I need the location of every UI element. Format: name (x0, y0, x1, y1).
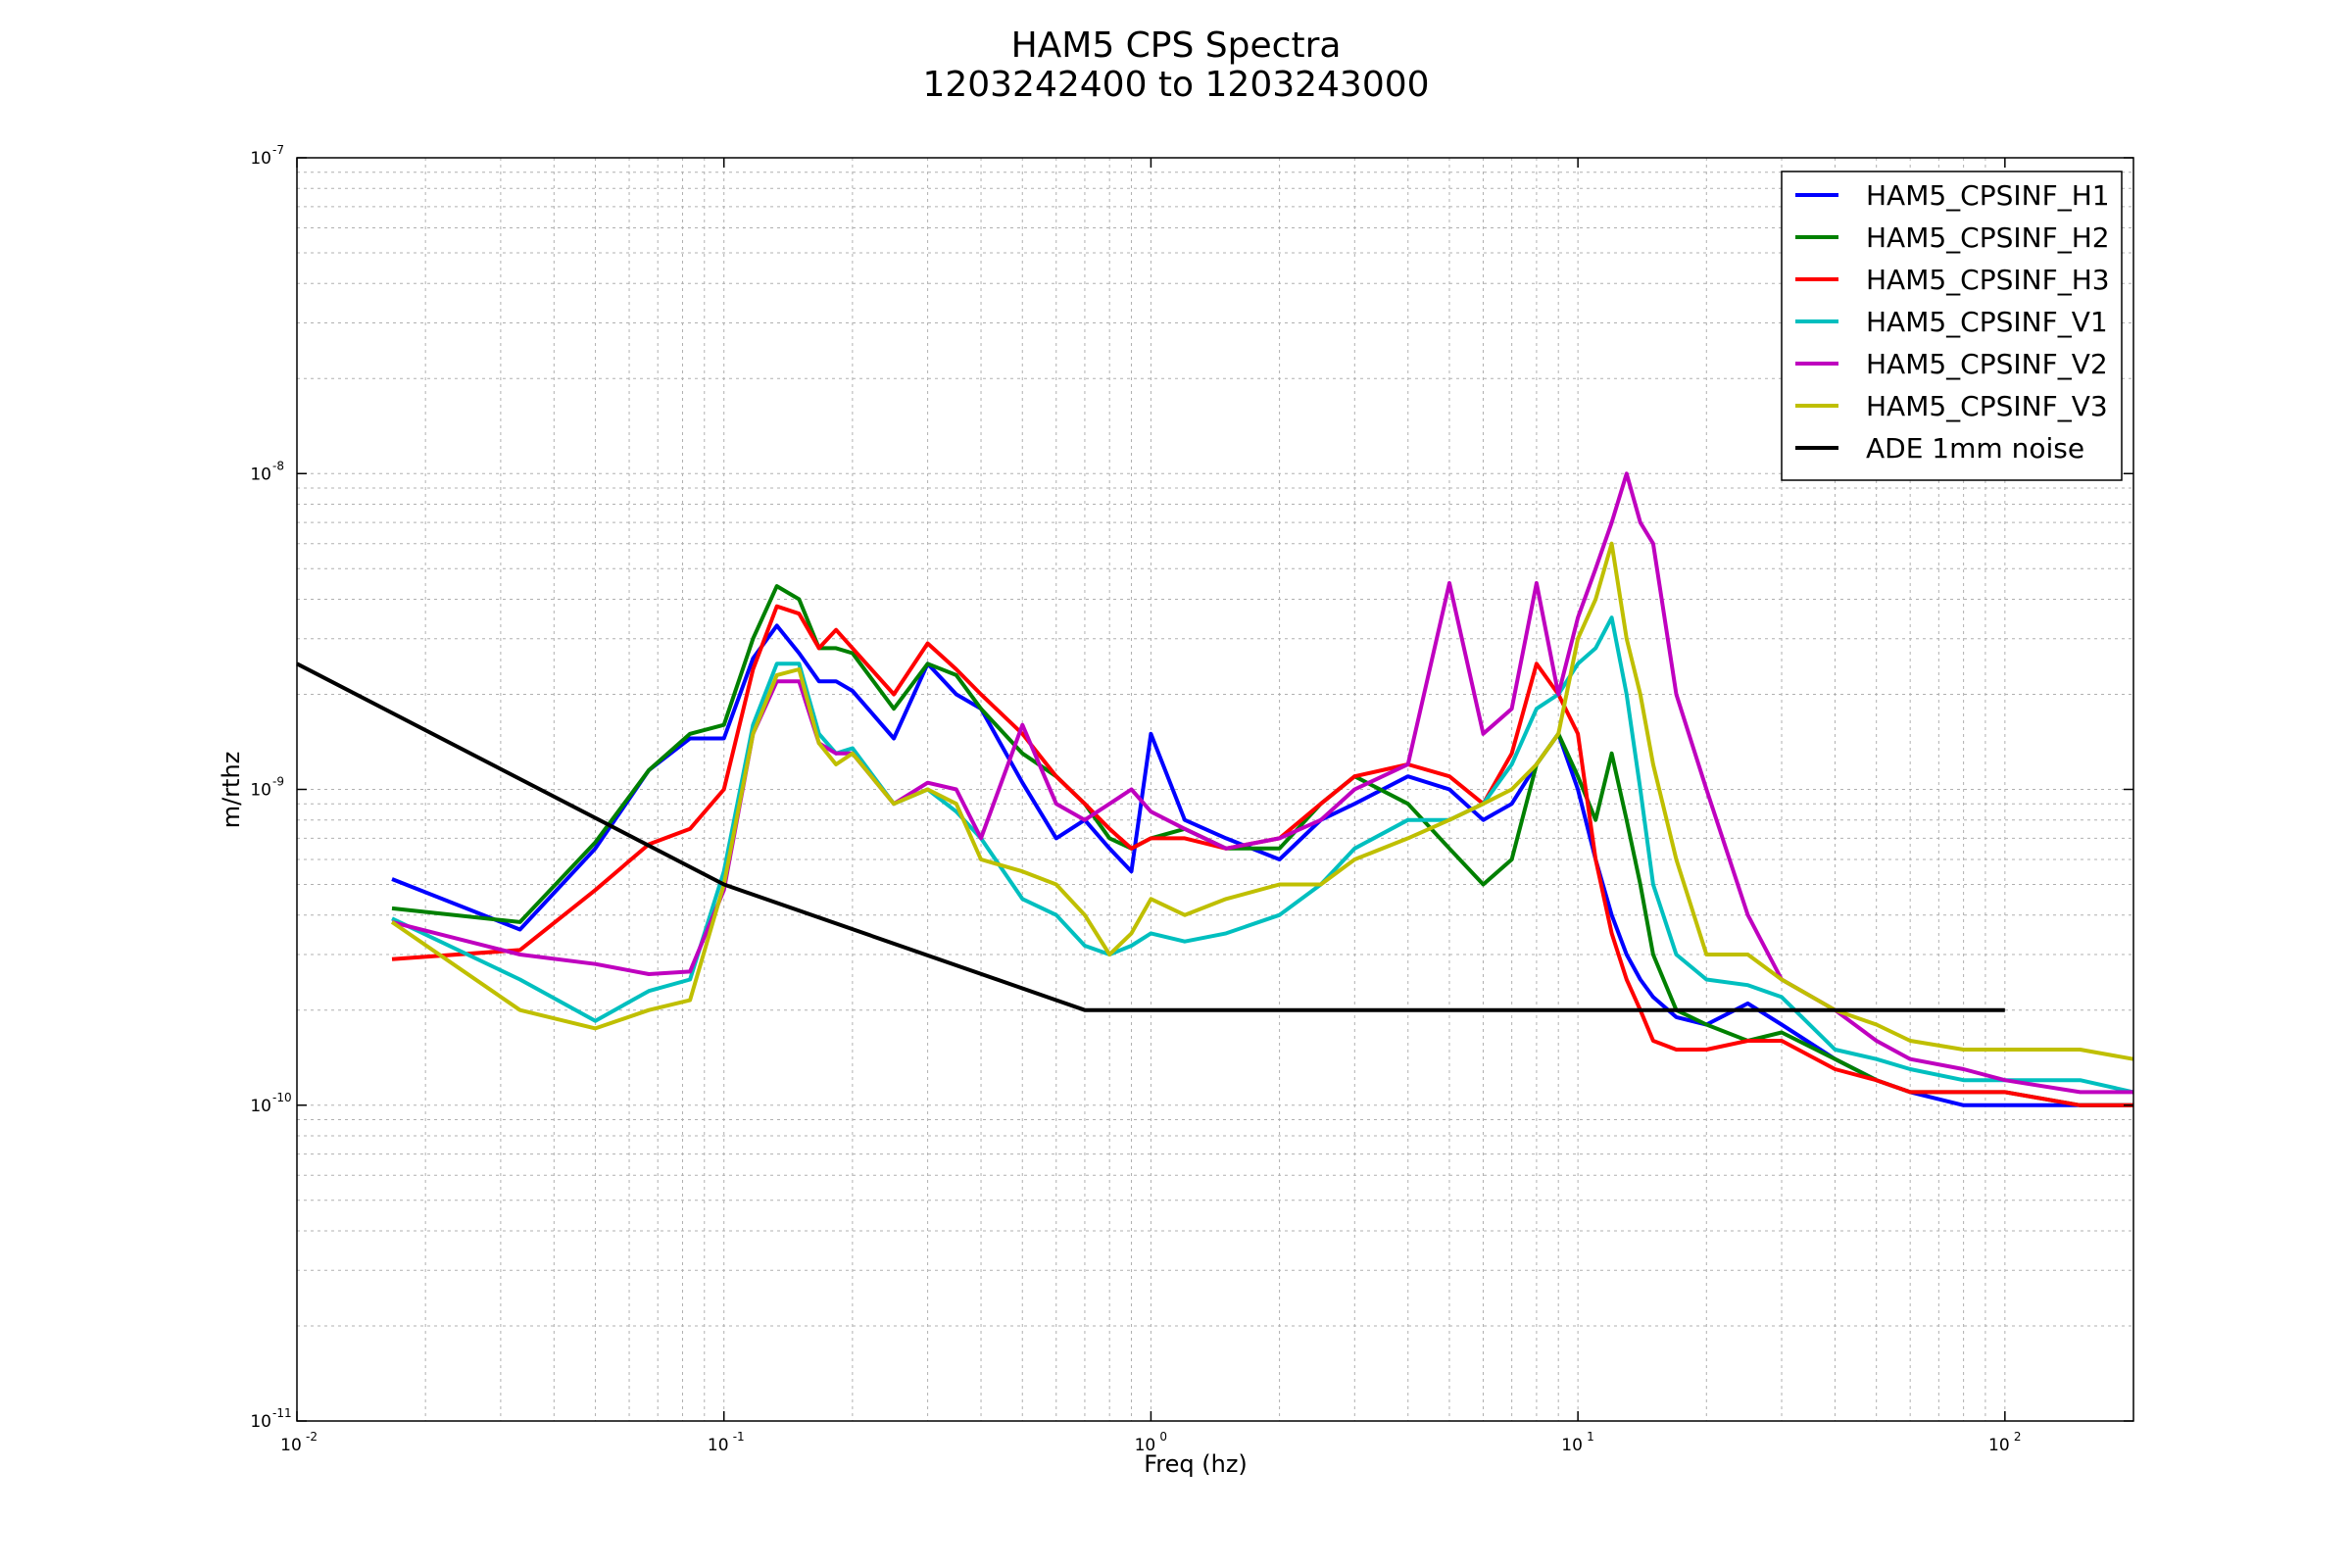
y-tick-exponent: -11 (272, 1406, 292, 1420)
y-tick-exponent: -9 (272, 775, 284, 789)
x-tick-exponent: -2 (306, 1430, 318, 1444)
y-tick-label: 10 (250, 1412, 271, 1432)
x-tick-exponent: 2 (2014, 1430, 2022, 1444)
x-tick-label: 10 (280, 1436, 302, 1455)
x-tick-exponent: -1 (733, 1430, 745, 1444)
legend-entry: HAM5_CPSINF_H1 (1866, 179, 2110, 212)
y-tick-exponent: -10 (272, 1091, 292, 1104)
chart-title: HAM5 CPS Spectra (1010, 25, 1342, 66)
x-tick-label: 10 (1561, 1436, 1583, 1455)
y-tick-label: 10 (250, 1097, 271, 1116)
series-line (391, 584, 2133, 1107)
legend-box (1781, 171, 2123, 481)
y-tick-label: 10 (250, 781, 271, 801)
chart-subtitle: 1203242400 to 1203243000 (922, 65, 1430, 105)
x-tick-label: 10 (1988, 1436, 2010, 1455)
legend-entry: HAM5_CPSINF_V2 (1866, 348, 2108, 380)
series-line (296, 662, 2005, 1012)
x-tick-exponent: 1 (1587, 1430, 1594, 1444)
legend-entry: HAM5_CPSINF_H2 (1866, 221, 2110, 254)
x-axis-label: Freq (hz) (1144, 1450, 1248, 1478)
legend-entry: ADE 1mm noise (1866, 432, 2084, 465)
series-line (391, 623, 2133, 1107)
y-tick-exponent: -8 (272, 459, 284, 472)
y-tick-label: 10 (250, 465, 271, 484)
legend-entry: HAM5_CPSINF_V1 (1866, 306, 2108, 338)
legend-entry: HAM5_CPSINF_H3 (1866, 264, 2110, 296)
series-line (390, 541, 2134, 1061)
x-tick-exponent: 0 (1159, 1430, 1167, 1444)
legend-entry: HAM5_CPSINF_V3 (1866, 390, 2108, 422)
legend: HAM5_CPSINF_H1 HAM5_CPSINF_H2 HAM5_CPSINF_… (1781, 171, 2123, 481)
y-tick-exponent: -7 (272, 143, 284, 157)
y-tick-label: 10 (250, 149, 271, 169)
x-tick-label: 10 (1135, 1436, 1156, 1455)
series-layer (296, 471, 2134, 1107)
y-axis-label: m/rthz (218, 751, 245, 829)
x-tick-label: 10 (708, 1436, 729, 1455)
series-line (391, 471, 2133, 1095)
series-line (391, 604, 2133, 1107)
